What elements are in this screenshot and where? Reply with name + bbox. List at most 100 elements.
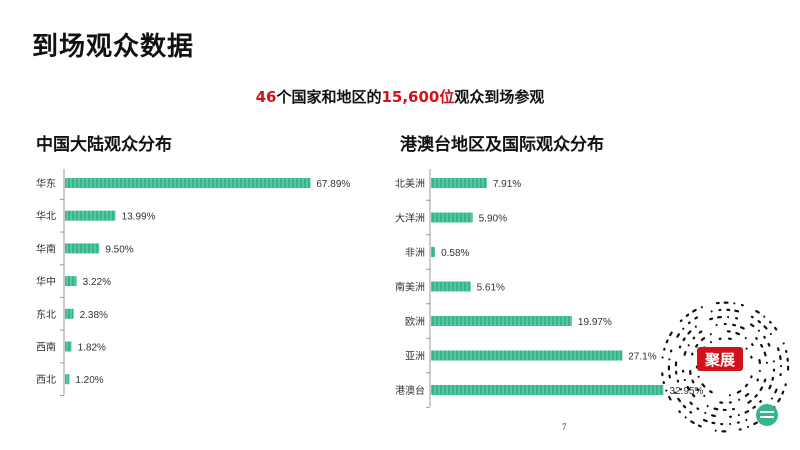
qr-dot bbox=[785, 349, 788, 353]
qr-dot bbox=[709, 317, 714, 321]
qr-dot bbox=[691, 379, 695, 384]
brand-badge: 聚展 bbox=[697, 347, 743, 371]
qr-dot bbox=[736, 421, 740, 424]
qr-dot bbox=[691, 352, 694, 356]
qr-dot bbox=[763, 351, 767, 357]
qr-dot bbox=[710, 310, 713, 313]
qr-dot bbox=[704, 411, 707, 414]
qr-dot bbox=[673, 391, 676, 394]
qr-dot bbox=[739, 326, 745, 330]
qr-dot bbox=[717, 315, 723, 319]
qr-dot bbox=[750, 315, 754, 319]
qr-dot bbox=[774, 388, 778, 394]
qr-dot bbox=[679, 319, 683, 323]
qr-dot bbox=[683, 350, 687, 356]
qr-dot bbox=[661, 356, 664, 359]
qr-dot bbox=[718, 337, 722, 340]
qr-dot bbox=[721, 430, 727, 433]
bar bbox=[65, 341, 72, 352]
qr-dot bbox=[747, 425, 750, 428]
brand-logo-icon bbox=[756, 404, 778, 426]
qr-dot bbox=[755, 309, 760, 314]
qr-dots bbox=[661, 301, 790, 433]
bar bbox=[65, 308, 74, 319]
value-label: 3.22% bbox=[83, 277, 111, 288]
qr-dot bbox=[709, 341, 712, 344]
bar bbox=[431, 247, 436, 257]
qr-dot bbox=[679, 388, 683, 391]
qr-dot bbox=[691, 393, 696, 398]
qr-dot bbox=[674, 361, 678, 367]
qr-dot bbox=[735, 317, 739, 320]
qr-dot bbox=[750, 343, 754, 347]
qr-dot bbox=[760, 343, 764, 348]
value-label: 7.91% bbox=[493, 179, 521, 190]
qr-dot bbox=[667, 365, 671, 371]
value-label: 1.20% bbox=[75, 375, 103, 386]
bar bbox=[431, 178, 487, 188]
visitors-text: 观众到场参观 bbox=[454, 88, 545, 106]
qr-dot bbox=[735, 331, 741, 336]
qr-dot bbox=[776, 347, 780, 352]
value-label: 5.90% bbox=[479, 214, 507, 225]
qr-dot bbox=[757, 320, 762, 324]
qr-dot bbox=[758, 369, 761, 372]
bar bbox=[65, 276, 77, 287]
qr-code-badge[interactable]: 聚展 bbox=[655, 295, 795, 445]
qr-dot bbox=[710, 414, 716, 418]
category-label: 西南 bbox=[36, 341, 56, 354]
qr-dot bbox=[689, 410, 693, 414]
qr-dot bbox=[779, 365, 783, 368]
qr-dot bbox=[729, 422, 732, 426]
qr-dot bbox=[772, 360, 775, 363]
qr-dot bbox=[678, 410, 682, 414]
qr-dot bbox=[736, 389, 742, 394]
qr-dot bbox=[727, 337, 732, 341]
qr-dot bbox=[772, 368, 776, 372]
qr-dot bbox=[763, 378, 767, 383]
qr-dot bbox=[698, 330, 703, 334]
value-label: 67.89% bbox=[316, 179, 350, 190]
qr-dot bbox=[744, 392, 750, 397]
qr-dot bbox=[728, 394, 731, 397]
qr-dot bbox=[714, 429, 717, 432]
qr-dot bbox=[668, 358, 671, 361]
qr-dot bbox=[697, 375, 700, 378]
category-label: 东北 bbox=[36, 308, 56, 321]
category-label: 西北 bbox=[36, 374, 56, 386]
qr-dot bbox=[683, 378, 686, 382]
qr-dot bbox=[706, 405, 709, 408]
qr-dot bbox=[700, 306, 703, 309]
qr-dot bbox=[732, 323, 737, 327]
qr-dot bbox=[744, 383, 749, 388]
qr-dot bbox=[677, 397, 682, 403]
value-label: 19.97% bbox=[578, 317, 612, 328]
value-label: 32.95% bbox=[670, 386, 704, 397]
qr-dot bbox=[744, 337, 747, 340]
qr-dot bbox=[752, 405, 757, 409]
qr-dot bbox=[771, 376, 775, 381]
international-distribution-chart: 北美洲 7.91% 大洋洲 5.90% 非洲 0.58% 南美洲 5.61% 欧洲 19.97% 亚… bbox=[395, 169, 704, 408]
qr-dot bbox=[740, 303, 744, 307]
qr-dot bbox=[723, 322, 727, 326]
bar bbox=[431, 281, 471, 292]
qr-dot bbox=[685, 313, 690, 317]
qr-dot bbox=[782, 342, 785, 345]
qr-dot bbox=[757, 329, 760, 332]
countries-text: 个国家和地区的 bbox=[276, 88, 382, 106]
qr-dot bbox=[781, 390, 785, 395]
bar bbox=[431, 212, 473, 223]
page-title: 到场观众数据 bbox=[32, 32, 195, 62]
value-label: 13.99% bbox=[122, 212, 156, 223]
qr-dot bbox=[779, 373, 782, 377]
bar bbox=[65, 210, 116, 221]
value-label: 1.82% bbox=[78, 343, 106, 354]
qr-dot bbox=[753, 421, 758, 426]
qr-dot bbox=[719, 401, 724, 404]
qr-dot bbox=[692, 308, 697, 313]
qr-dot bbox=[768, 320, 772, 324]
qr-dot bbox=[722, 408, 727, 412]
category-label: 华东 bbox=[36, 177, 56, 190]
qr-dot bbox=[715, 301, 720, 305]
qr-dot bbox=[769, 332, 772, 336]
